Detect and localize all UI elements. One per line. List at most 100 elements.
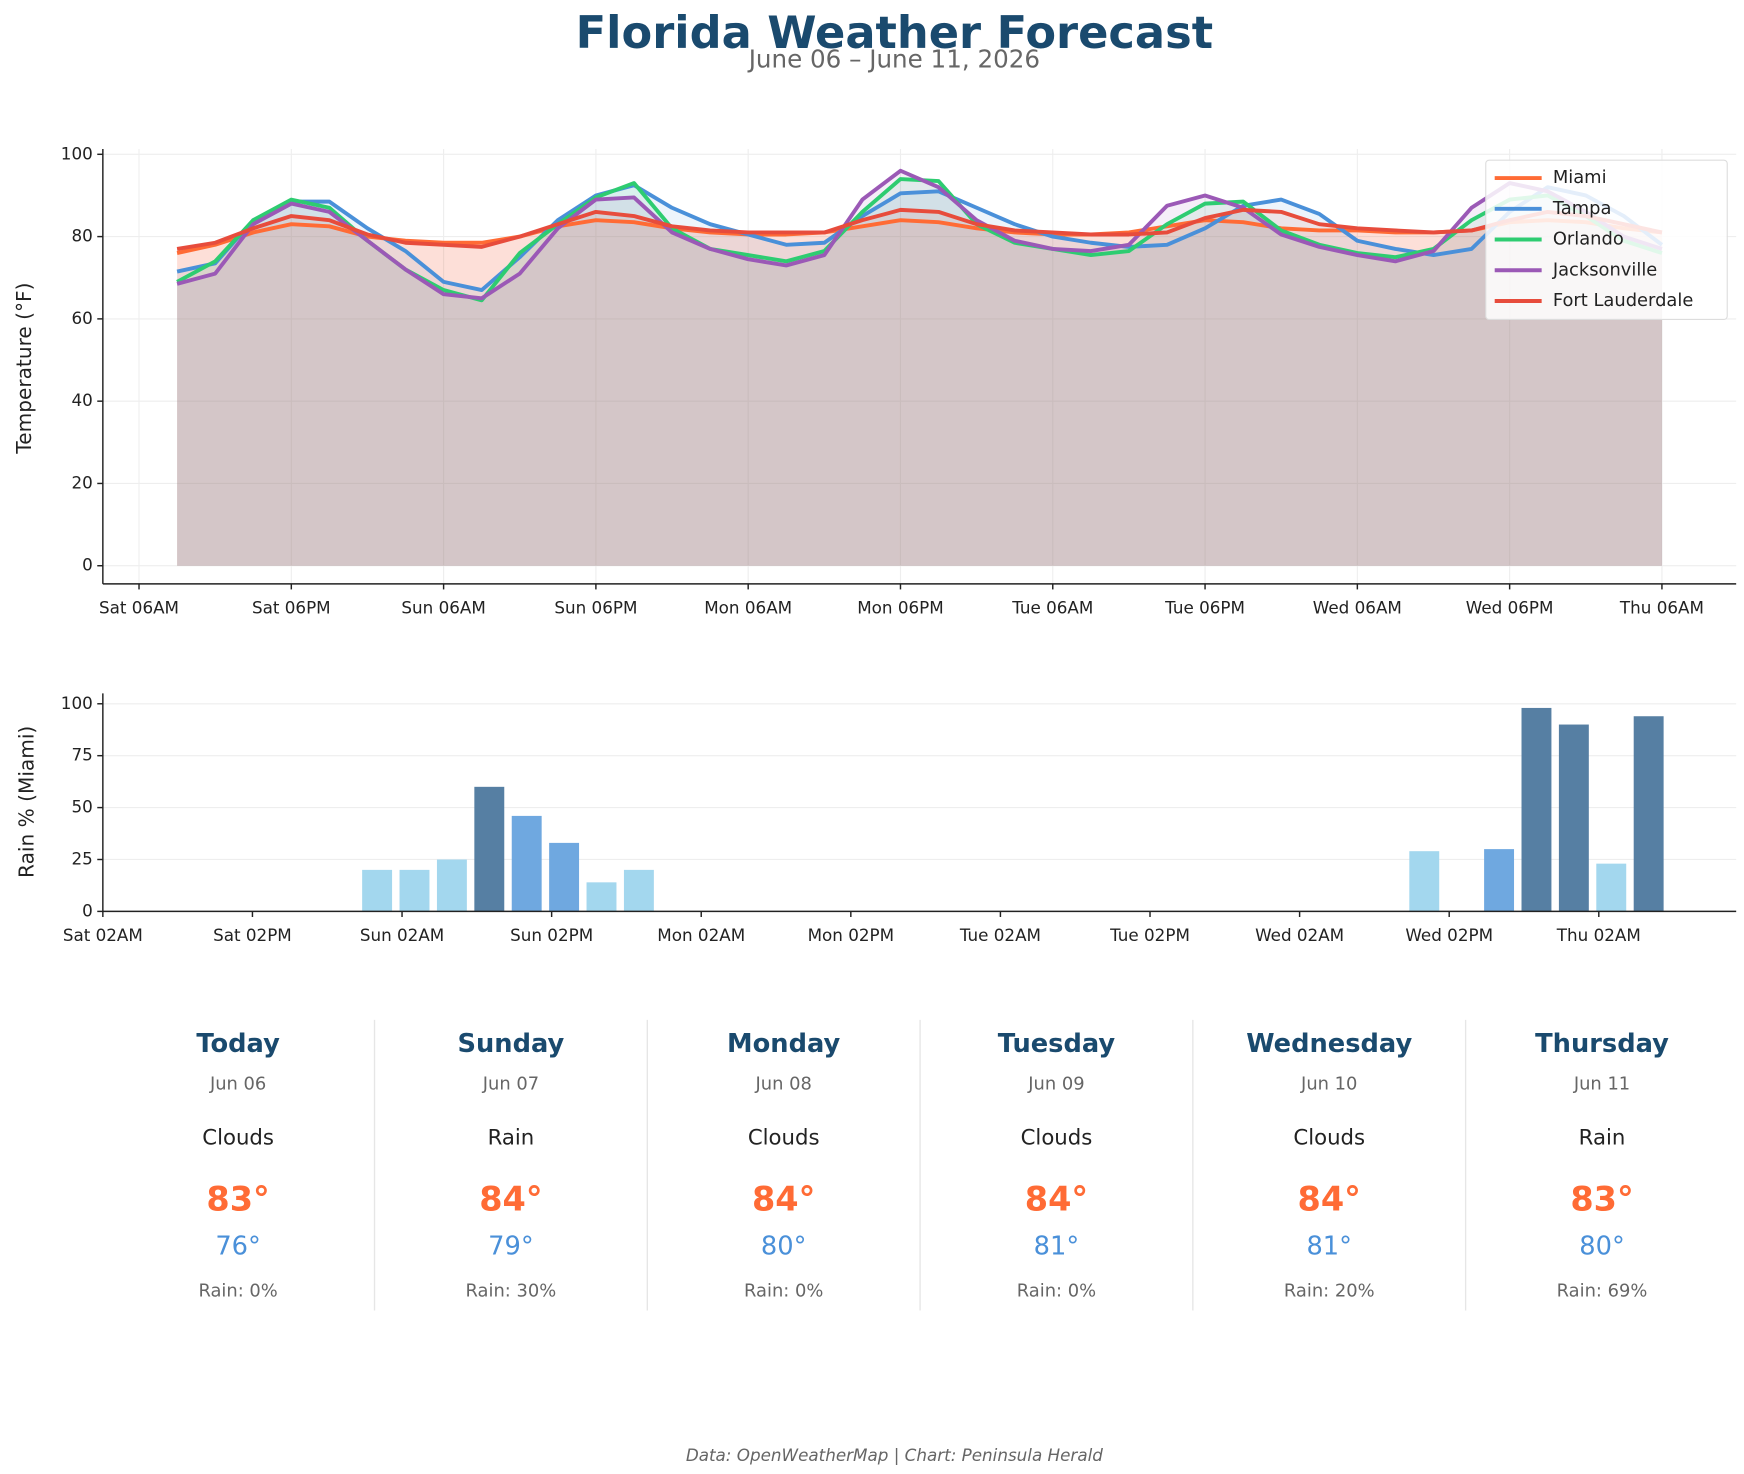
y-tick-label: 0: [82, 555, 93, 575]
bar: [1521, 707, 1552, 912]
bar: [586, 882, 617, 912]
day-condition: Rain: [1579, 1125, 1626, 1150]
x-tick-label: Mon 06PM: [857, 597, 944, 617]
x-tick-label: Sun 02PM: [510, 925, 593, 945]
x-tick-label: Sat 02AM: [63, 925, 143, 945]
area: [177, 179, 1662, 566]
day-condition: Clouds: [1021, 1125, 1093, 1150]
day-name: Today: [196, 1029, 280, 1059]
y-tick-label: 0: [82, 900, 93, 920]
x-tick-label: Sat 06AM: [99, 597, 179, 617]
day-name: Wednesday: [1246, 1029, 1412, 1059]
day-high: 83°: [1570, 1179, 1633, 1218]
legend-label: Orlando: [1553, 229, 1624, 250]
day-condition: Rain: [488, 1125, 535, 1150]
bar: [1596, 863, 1627, 912]
x-tick-label: Mon 06AM: [704, 597, 792, 617]
y-tick-label: 50: [71, 797, 92, 817]
x-tick-label: Sun 06PM: [554, 597, 637, 617]
y-tick-label: 100: [61, 143, 93, 163]
day-date: Jun 10: [1300, 1074, 1357, 1095]
day-low: 81°: [1034, 1231, 1080, 1261]
day-low: 81°: [1306, 1231, 1352, 1261]
day-high: 83°: [206, 1179, 269, 1218]
x-tick-label: Thu 06AM: [1619, 597, 1704, 617]
y-tick-label: 60: [71, 308, 92, 328]
x-tick-label: Sun 02AM: [360, 925, 444, 945]
y-tick-label: 75: [71, 745, 92, 765]
y-tick-label: 80: [71, 226, 92, 246]
day-high: 84°: [479, 1179, 542, 1218]
x-tick-label: Thu 02AM: [1556, 925, 1641, 945]
bar: [1558, 724, 1589, 912]
legend-box: [1485, 159, 1728, 321]
x-tick-label: Wed 06PM: [1466, 597, 1554, 617]
line: [176, 207, 1663, 251]
day-high: 84°: [1298, 1179, 1361, 1218]
day-condition: Clouds: [748, 1125, 820, 1150]
bar: [1633, 716, 1664, 912]
y-tick-label: 20: [71, 472, 92, 492]
day-high: 84°: [1025, 1179, 1088, 1218]
footer: Data: OpenWeatherMap | Chart: Peninsula …: [686, 1445, 1103, 1465]
day-date: Jun 06: [209, 1074, 266, 1095]
day-rain: Rain: 69%: [1557, 1281, 1648, 1302]
legend-label: Miami: [1553, 167, 1607, 188]
day-rain: Rain: 20%: [1284, 1281, 1375, 1302]
day-low: 79°: [488, 1231, 534, 1261]
x-tick-label: Mon 02AM: [657, 925, 745, 945]
bar: [511, 815, 542, 912]
line: [176, 168, 1663, 301]
area: [177, 170, 1662, 566]
day-condition: Clouds: [202, 1125, 274, 1150]
day-rain: Rain: 0%: [198, 1281, 277, 1302]
x-tick-label: Wed 06AM: [1313, 597, 1402, 617]
bar: [1484, 849, 1515, 912]
day-date: Jun 11: [1573, 1074, 1630, 1095]
area: [177, 185, 1662, 566]
bar: [362, 869, 393, 912]
day-high: 84°: [752, 1179, 815, 1218]
y-tick-label: 100: [61, 693, 93, 713]
bar: [623, 869, 654, 912]
x-tick-label: Wed 02PM: [1405, 925, 1493, 945]
day-rain: Rain: 0%: [744, 1281, 823, 1302]
day-name: Monday: [727, 1029, 840, 1059]
x-tick-label: Tue 06PM: [1164, 597, 1245, 617]
bar: [1409, 851, 1440, 912]
legend-label: Tampa: [1552, 198, 1612, 219]
bar: [436, 859, 467, 912]
y-tick-label: 25: [71, 848, 92, 868]
day-low: 76°: [215, 1231, 261, 1261]
page-subtitle: June 06 – June 11, 2026: [747, 45, 1040, 74]
day-name: Sunday: [457, 1029, 564, 1059]
legend-label: Fort Lauderdale: [1553, 290, 1694, 311]
x-tick-label: Mon 02PM: [808, 925, 895, 945]
day-low: 80°: [761, 1231, 807, 1261]
day-low: 80°: [1579, 1231, 1625, 1261]
day-date: Jun 07: [482, 1074, 539, 1095]
area: [177, 209, 1662, 566]
day-date: Jun 09: [1027, 1074, 1084, 1095]
x-tick-label: Wed 02AM: [1255, 925, 1344, 945]
day-name: Tuesday: [998, 1029, 1116, 1059]
day-condition: Clouds: [1293, 1125, 1365, 1150]
x-tick-label: Sat 06PM: [252, 597, 331, 617]
x-tick-label: Sat 02PM: [213, 925, 292, 945]
day-rain: Rain: 30%: [466, 1281, 557, 1302]
day-date: Jun 08: [755, 1074, 812, 1095]
y-tick-label: 40: [71, 390, 92, 410]
y-axis-label: Rain % (Miami): [14, 726, 38, 878]
day-rain: Rain: 0%: [1017, 1281, 1096, 1302]
x-tick-label: Sun 06AM: [401, 597, 485, 617]
x-tick-label: Tue 02PM: [1109, 925, 1190, 945]
area: [177, 220, 1662, 566]
bar: [399, 869, 430, 912]
x-tick-label: Tue 06AM: [1011, 597, 1093, 617]
bar: [549, 842, 580, 912]
y-axis-label: Temperature (°F): [12, 283, 36, 455]
legend-label: Jacksonville: [1552, 259, 1657, 280]
